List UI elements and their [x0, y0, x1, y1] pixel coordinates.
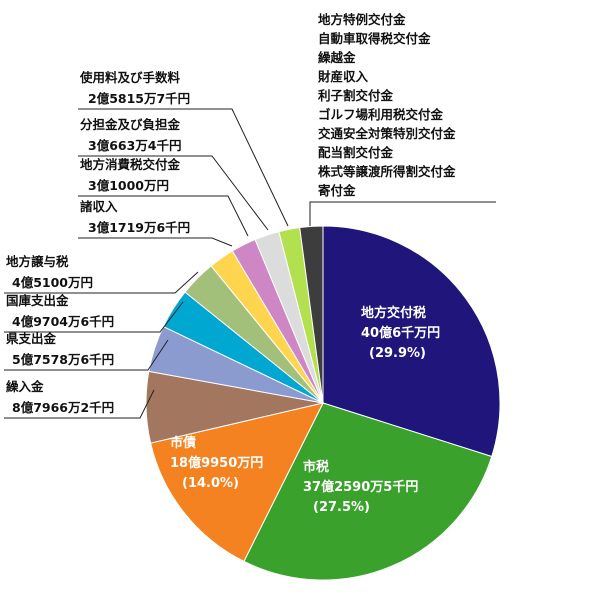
- other-item: 地方特例交付金: [318, 12, 406, 27]
- label-ken: 県支出金: [6, 331, 57, 346]
- label-jouyozei: 地方譲与税: [6, 254, 69, 269]
- slice-value-chihou-koufuzei: 40億6千万円: [361, 325, 440, 341]
- slice-label-chihou-koufuzei: 地方交付税: [361, 305, 426, 321]
- slice-pct-shisai: (14.0%): [182, 476, 239, 491]
- value-shoshuunyuu: 3億1719万6千円: [88, 220, 190, 235]
- other-items-list: 地方特例交付金 自動車取得税交付金 繰越金 財産収入 利子割交付金 ゴルフ場利用…: [317, 12, 456, 198]
- value-kurinyuu: 8億7966万2千円: [12, 400, 114, 415]
- value-jouyozei: 4億5100万円: [12, 275, 93, 290]
- other-item: 交通安全対策特別交付金: [318, 126, 456, 141]
- label-buntankin: 分担金及び負担金: [80, 117, 181, 132]
- slice-label-shizei: 市税: [303, 459, 329, 475]
- value-shiyouryou: 2億5815万7千円: [88, 91, 190, 106]
- slice-pct-shizei: (27.5%): [313, 500, 370, 515]
- value-kokko: 4億9704万6千円: [12, 314, 114, 329]
- other-item: 自動車取得税交付金: [318, 31, 431, 46]
- slice-label-shisai: 市債: [170, 435, 196, 451]
- pie-slice-2: [149, 402, 324, 563]
- other-item: 寄付金: [318, 183, 356, 198]
- other-item: 財産収入: [317, 69, 369, 84]
- label-kokko: 国庫支出金: [6, 293, 69, 308]
- slice-pct-chihou-koufuzei: (29.9%): [369, 346, 426, 361]
- label-shouhizei: 地方消費税交付金: [80, 157, 181, 172]
- slice-value-shisai: 18億9950万円: [170, 455, 263, 471]
- other-item: 利子割交付金: [318, 88, 394, 103]
- label-kurinyuu: 繰入金: [6, 379, 44, 394]
- value-buntankin: 3億663万4千円: [88, 138, 182, 153]
- pie-slice-0: [322, 225, 501, 458]
- other-item: 配当割交付金: [318, 145, 394, 160]
- label-shoshuunyuu: 諸収入: [80, 199, 118, 214]
- other-item: ゴルフ場利用税交付金: [318, 107, 444, 122]
- pie-slices: [145, 225, 501, 581]
- pie-slice-1: [243, 402, 493, 581]
- leader-lines: [4, 108, 496, 419]
- slice-value-shizei: 37億2590万5千円: [303, 479, 418, 495]
- other-item: 繰越金: [318, 50, 356, 65]
- value-ken: 5億7578万6千円: [12, 352, 114, 367]
- pie-slice-11: [299, 225, 324, 404]
- other-item: 株式等譲渡所得割交付金: [318, 164, 456, 179]
- value-shouhizei: 3億1000万円: [88, 178, 169, 193]
- label-shiyouryou: 使用料及び手数料: [79, 70, 181, 85]
